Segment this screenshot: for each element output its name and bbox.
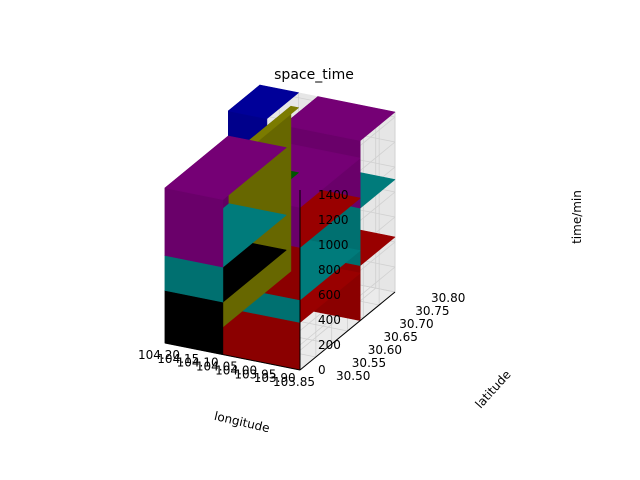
x-tick-label: 103.95 — [234, 367, 276, 381]
x-tick-label: 103.85 — [273, 375, 315, 389]
z-tick-label: 400 — [318, 313, 341, 327]
block-face-top — [164, 135, 287, 200]
axes-lines — [164, 190, 396, 371]
x-tick-label: 104.15 — [157, 352, 199, 366]
block-face-top — [228, 84, 299, 119]
y-axis-line — [299, 291, 396, 371]
y-tick-label: 30.55 — [352, 356, 386, 370]
x-tick-label: 103.90 — [254, 371, 296, 385]
x-tick-label: 104.05 — [196, 360, 238, 374]
x-tick-label: 104.00 — [215, 363, 257, 377]
z-tick-label: 600 — [318, 288, 341, 302]
y-tick-label: 30.60 — [368, 343, 402, 357]
block-face-top — [282, 96, 396, 141]
z-tick-label: 1200 — [318, 213, 349, 227]
x-axis-label: longitude — [213, 409, 271, 435]
x-axis-line — [164, 342, 301, 371]
z-tick-label: 800 — [318, 263, 341, 277]
z-axis-label: time/min — [570, 190, 584, 244]
block-face-right — [164, 187, 224, 268]
z-tick-label: 1000 — [318, 238, 349, 252]
y-tick-label: 30.70 — [399, 317, 433, 331]
y-tick-label: 30.80 — [431, 291, 465, 305]
z-tick-label: 200 — [318, 338, 341, 352]
y-tick-label: 30.50 — [336, 369, 370, 383]
tick-labels: 103.85103.90103.95104.00104.05104.10104.… — [138, 188, 465, 389]
x-tick-label: 104.10 — [177, 356, 219, 370]
y-axis-label: latitude — [472, 368, 513, 412]
z-tick-label: 0 — [318, 363, 326, 377]
y-tick-label: 30.65 — [384, 330, 418, 344]
data-blocks — [164, 84, 396, 371]
y-tick-label: 30.75 — [415, 304, 449, 318]
z-tick-label: 1400 — [318, 188, 349, 202]
data-block — [164, 135, 287, 268]
x-tick-label: 104.20 — [138, 348, 180, 362]
chart-title: space_time — [274, 67, 354, 83]
